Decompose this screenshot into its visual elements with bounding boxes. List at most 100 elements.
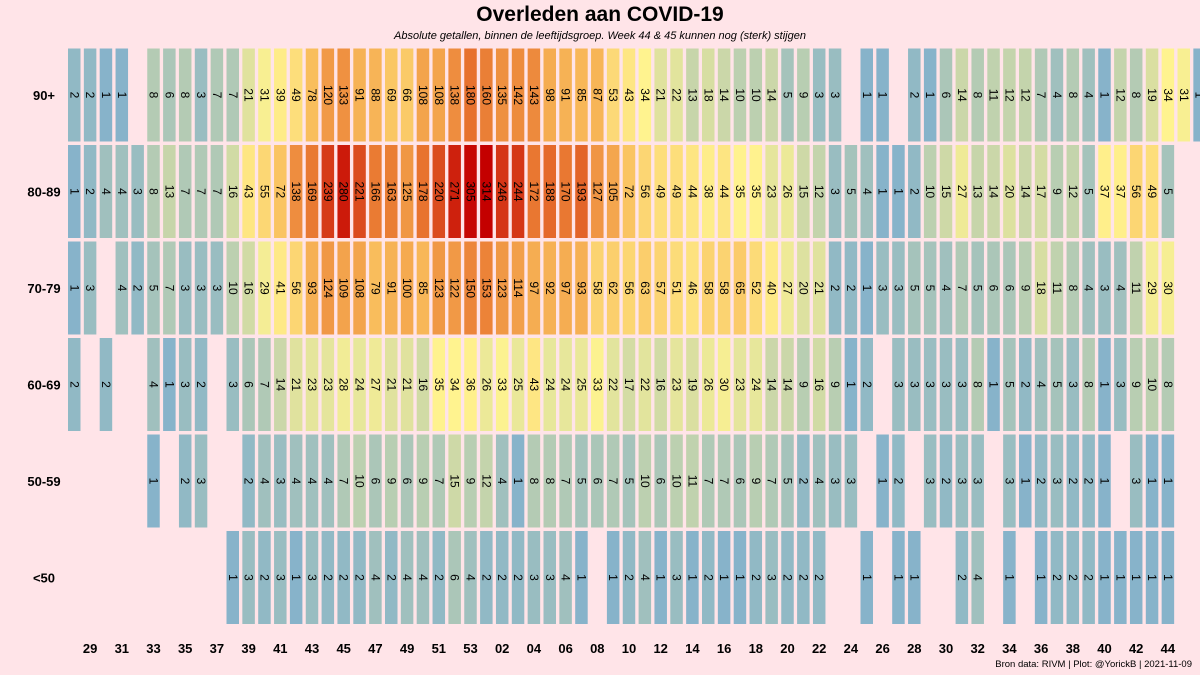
heatmap-cell (622, 434, 636, 528)
heatmap-cell (83, 48, 97, 142)
heatmap-cell (797, 48, 810, 142)
cell-value-label: 25 (511, 378, 525, 392)
cell-value-label: 4 (495, 478, 509, 485)
heatmap-cell (147, 338, 160, 431)
heatmap-cell (955, 145, 969, 238)
cell-value-label: 3 (1050, 478, 1064, 485)
heatmap-cell (1034, 531, 1048, 624)
cell-value-label: 2 (955, 574, 969, 581)
heatmap-cell (1114, 241, 1127, 335)
cell-value-label: 41 (273, 281, 287, 295)
heatmap-cell (210, 145, 224, 238)
heatmap-cell (575, 338, 588, 431)
cell-value-label: 3 (939, 381, 953, 388)
heatmap-cell (559, 48, 572, 142)
cell-value-label: 85 (416, 281, 430, 295)
heatmap-cell (464, 338, 477, 431)
heatmap-cell (448, 241, 461, 335)
cell-value-label: 5 (923, 285, 937, 292)
heatmap-cell (385, 48, 398, 142)
cell-value-label: 17 (622, 378, 636, 392)
heatmap-cell (765, 434, 778, 528)
heatmap-cell (1098, 241, 1111, 335)
heatmap-cell (1066, 531, 1080, 624)
cell-value-label: 12 (1018, 88, 1032, 102)
heatmap-cell (591, 241, 604, 335)
cell-value-label: 16 (416, 378, 430, 392)
heatmap-cell (733, 434, 747, 528)
heatmap-cell (432, 241, 446, 335)
cell-value-label: 246 (495, 181, 509, 201)
heatmap-cell (464, 531, 477, 624)
heatmap-cell (971, 241, 984, 335)
cell-value-label: 21 (812, 281, 826, 295)
cell-value-label: 30 (717, 378, 731, 392)
cell-value-label: 25 (574, 378, 588, 392)
x-tick-label: 40 (1097, 641, 1111, 656)
cell-value-label: 4 (115, 188, 129, 195)
cell-value-label: 170 (559, 181, 573, 201)
cell-value-label: 26 (781, 185, 795, 199)
cell-value-label: 166 (368, 181, 382, 201)
cell-value-label: 2 (384, 574, 398, 581)
cell-value-label: 10 (749, 88, 763, 102)
x-tick-label: 28 (907, 641, 921, 656)
cell-value-label: 27 (781, 281, 795, 295)
heatmap-cell (543, 145, 556, 238)
cell-value-label: 7 (432, 478, 446, 485)
heatmap-cell (464, 434, 477, 528)
heatmap-cell (1034, 48, 1048, 142)
cell-value-label: 4 (321, 478, 335, 485)
cell-value-label: 34 (638, 88, 652, 102)
heatmap-cell (1019, 145, 1032, 238)
cell-value-label: 105 (606, 181, 620, 201)
heatmap-cell (733, 531, 747, 624)
heatmap-cell (686, 48, 699, 142)
cell-value-label: 7 (162, 285, 176, 292)
cell-value-label: 15 (796, 185, 810, 199)
cell-value-label: 108 (416, 85, 430, 105)
heatmap-cell (939, 338, 953, 431)
x-tick-label: 44 (1161, 641, 1176, 656)
cell-value-label: 14 (765, 378, 779, 392)
cell-value-label: 2 (337, 574, 351, 581)
x-tick-label: 24 (844, 641, 859, 656)
heatmap-cell (242, 48, 255, 142)
cell-value-label: 123 (432, 278, 446, 298)
heatmap-cell (194, 145, 208, 238)
heatmap-cell (749, 145, 763, 238)
x-tick-label: 33 (146, 641, 160, 656)
cell-value-label: 1 (67, 285, 81, 292)
cell-value-label: 2 (828, 285, 842, 292)
cell-value-label: 3 (273, 478, 287, 485)
heatmap-cell (305, 531, 319, 624)
cell-value-label: 20 (796, 281, 810, 295)
heatmap-cell (876, 48, 889, 142)
cell-value-label: 15 (939, 185, 953, 199)
heatmap-cell (686, 434, 699, 528)
heatmap-cell (163, 48, 176, 142)
heatmap-cell (971, 338, 984, 431)
heatmap-cell (939, 434, 953, 528)
heatmap-cell (955, 48, 969, 142)
heatmap-cell (606, 241, 620, 335)
heatmap-cell (337, 241, 350, 335)
cell-value-label: 1 (923, 92, 937, 99)
heatmap-cell (1003, 434, 1016, 528)
cell-value-label: 5 (781, 478, 795, 485)
heatmap-cell (670, 338, 683, 431)
cell-value-label: 1 (147, 478, 161, 485)
cell-value-label: 31 (257, 88, 271, 102)
cell-value-label: 20 (1002, 185, 1016, 199)
heatmap-cell (812, 241, 826, 335)
heatmap-cell (923, 241, 937, 335)
cell-value-label: 19 (685, 378, 699, 392)
cell-value-label: 6 (448, 574, 462, 581)
chart-title: Overleden aan COVID-19 (476, 3, 724, 26)
cell-value-label: 4 (464, 574, 478, 581)
heatmap-cell (1082, 434, 1095, 528)
cell-value-label: 2 (495, 574, 509, 581)
cell-value-label: 7 (955, 285, 969, 292)
cell-value-label: 21 (654, 88, 668, 102)
